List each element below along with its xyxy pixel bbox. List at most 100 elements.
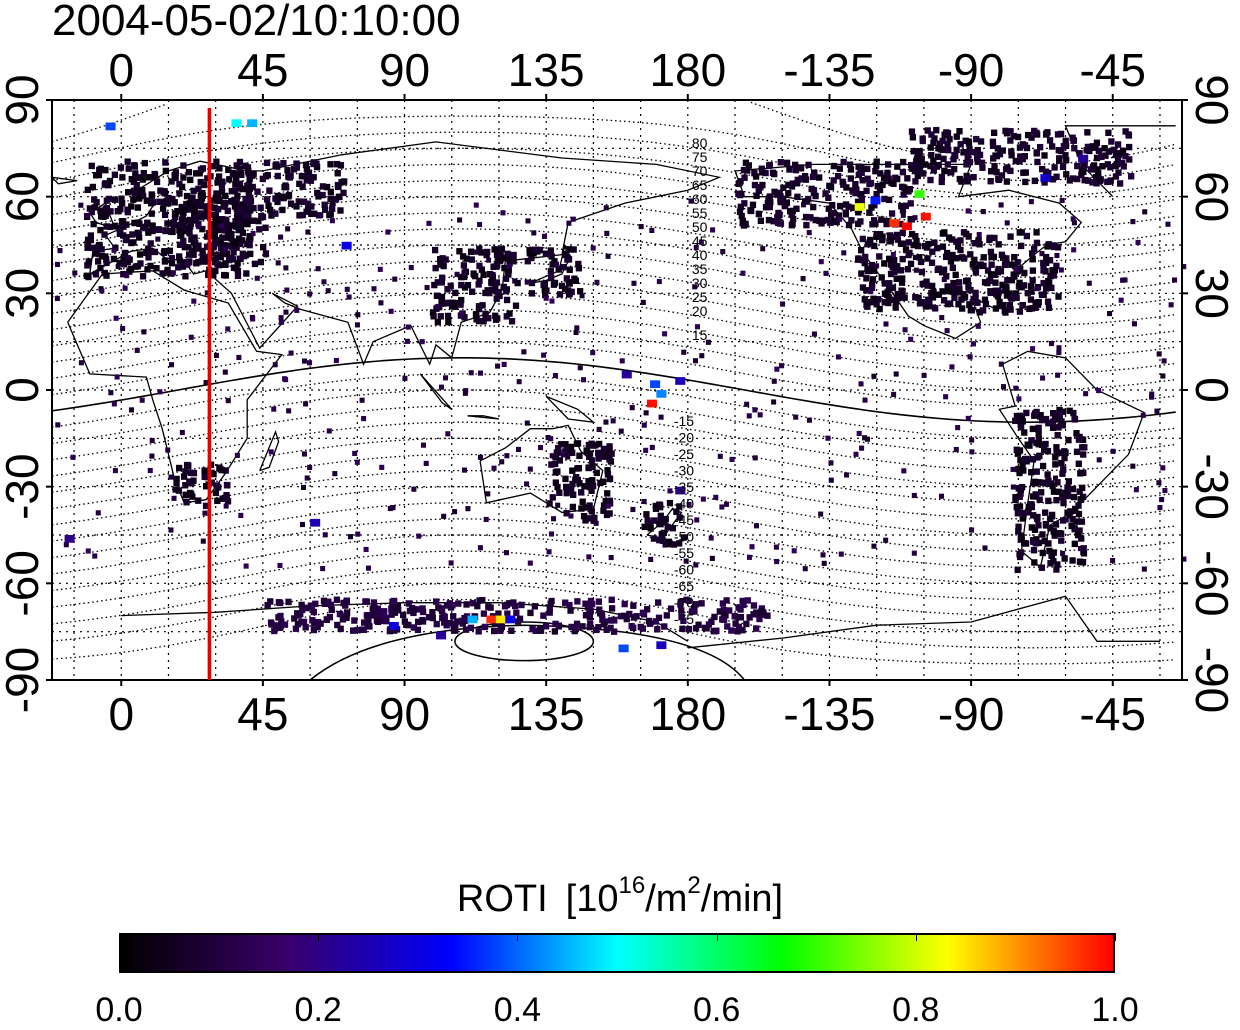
roti-cell: [1041, 509, 1049, 516]
roti-cell: [1059, 517, 1067, 524]
roti-cell: [1042, 131, 1050, 138]
roti-cell: [855, 255, 862, 262]
roti-cell: [429, 614, 436, 622]
roti-cell: [1012, 496, 1019, 504]
roti-cell: [698, 239, 704, 245]
roti-cell: [84, 244, 91, 251]
roti-cell: [478, 249, 485, 256]
roti-cell: [790, 215, 797, 223]
roti-cell: [593, 469, 600, 477]
roti-cell: [1069, 485, 1077, 493]
roti-cell: [735, 623, 743, 631]
roti-cell: [748, 207, 755, 215]
roti-cell: [949, 251, 956, 259]
mlat-contour: [51, 389, 1176, 456]
roti-cell: [223, 221, 230, 228]
roti-cell: [988, 168, 995, 175]
roti-cell: [1159, 496, 1165, 503]
roti-cell: [938, 173, 946, 181]
roti-cell: [960, 229, 968, 236]
roti-cell: [131, 219, 138, 227]
roti-cell: [225, 242, 232, 249]
roti-cell: [898, 279, 906, 286]
roti-cell: [877, 170, 884, 177]
roti-cell: [641, 523, 648, 531]
roti-cell: [389, 604, 396, 611]
roti-cell: [543, 295, 549, 301]
roti-cell: [386, 627, 393, 635]
roti-cell: [78, 360, 84, 366]
roti-cell: [929, 248, 936, 255]
roti-cell: [257, 258, 265, 266]
roti-cell: [1077, 496, 1084, 503]
roti-cell: [136, 220, 143, 227]
roti-cell: [811, 331, 817, 337]
roti-cell: [467, 248, 475, 255]
roti-cell: [232, 181, 239, 188]
roti-cell: [878, 236, 886, 244]
roti-cell: [1007, 167, 1014, 175]
roti-cell: [709, 555, 715, 561]
roti-cell: [908, 336, 914, 342]
roti-cell: [547, 267, 554, 275]
roti-cell: [108, 390, 114, 396]
roti-cell: [224, 498, 232, 505]
roti-cell: [1054, 244, 1062, 251]
roti-cell: [234, 272, 242, 280]
roti-cell: [204, 175, 211, 182]
roti-cell: [1003, 178, 1011, 185]
roti-cell: [729, 456, 735, 462]
roti-cell: [529, 625, 536, 633]
roti-cell: [575, 265, 583, 272]
roti-cell: [1030, 539, 1036, 546]
roti-cell: [905, 239, 912, 246]
roti-cell: [214, 497, 221, 505]
roti-cell: [203, 233, 211, 240]
roti-cell: [1018, 536, 1025, 543]
roti-cell: [873, 162, 880, 169]
roti-cell: [285, 598, 292, 606]
roti-cell: [495, 610, 502, 617]
roti-cell: [1031, 245, 1038, 253]
roti-cell: [1021, 142, 1029, 149]
roti-cell: [168, 259, 176, 267]
roti-cell: [456, 248, 463, 255]
roti-cell: [1156, 351, 1162, 357]
roti-cell: [618, 428, 624, 434]
roti-cell: [171, 172, 178, 179]
roti-cell: [153, 178, 161, 186]
roti-cell: [1011, 272, 1018, 280]
roti-cell: [378, 300, 384, 306]
roti-cell: [164, 220, 171, 227]
roti-cell: [527, 466, 533, 472]
roti-cell: [897, 267, 905, 274]
roti-cell: [307, 360, 313, 366]
roti-cell: [537, 626, 544, 633]
roti-cell: [452, 627, 459, 634]
roti-cell: [321, 201, 328, 209]
roti-cell: [801, 202, 807, 208]
roti-cell: [1060, 143, 1068, 150]
roti-cell: [924, 255, 931, 262]
roti-cell: [970, 174, 977, 181]
roti-cell: [493, 251, 501, 259]
roti-cell: [549, 453, 555, 459]
roti-cell: [134, 347, 140, 353]
roti-cell: [195, 497, 202, 504]
roti-cell: [512, 278, 518, 284]
roti-cell: [1034, 454, 1041, 461]
roti-cell: [610, 418, 616, 424]
roti-cell: [239, 229, 247, 237]
roti-cell: [1036, 143, 1044, 151]
roti-cell: [1059, 494, 1066, 501]
roti-cell: [811, 169, 818, 176]
roti-cell: [340, 599, 347, 607]
roti-cell-high: [901, 222, 912, 231]
roti-cell: [993, 290, 1000, 298]
roti-cell: [647, 525, 654, 532]
roti-cell: [570, 491, 577, 498]
roti-cell: [883, 291, 891, 299]
roti-cell: [176, 257, 183, 264]
roti-cell: [723, 597, 730, 604]
roti-cell: [210, 162, 217, 170]
